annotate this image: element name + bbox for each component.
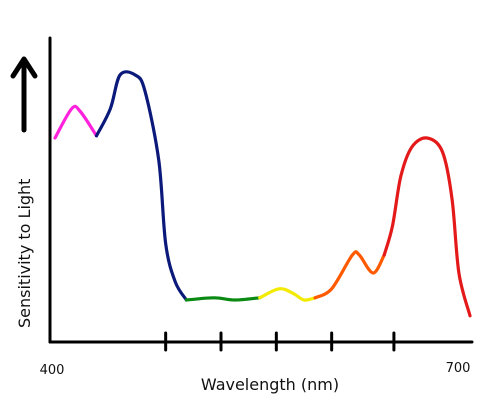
- x-tick-label-end: 700: [446, 361, 471, 376]
- curve-segment: [94, 70, 188, 302]
- y-axis-label: Sensitivity to Light: [15, 179, 34, 328]
- curve-segment: [382, 136, 472, 318]
- curve-segment: [313, 250, 386, 300]
- up-arrow-icon: [10, 56, 38, 133]
- x-tick-label-start: 400: [40, 363, 65, 378]
- curve-series: [53, 70, 472, 318]
- x-axis-label: Wavelength (nm): [201, 375, 339, 394]
- curve-segment: [258, 287, 317, 302]
- curve-segment: [53, 104, 99, 140]
- x-tick-marks: [164, 331, 396, 352]
- curve-segment: [184, 296, 262, 302]
